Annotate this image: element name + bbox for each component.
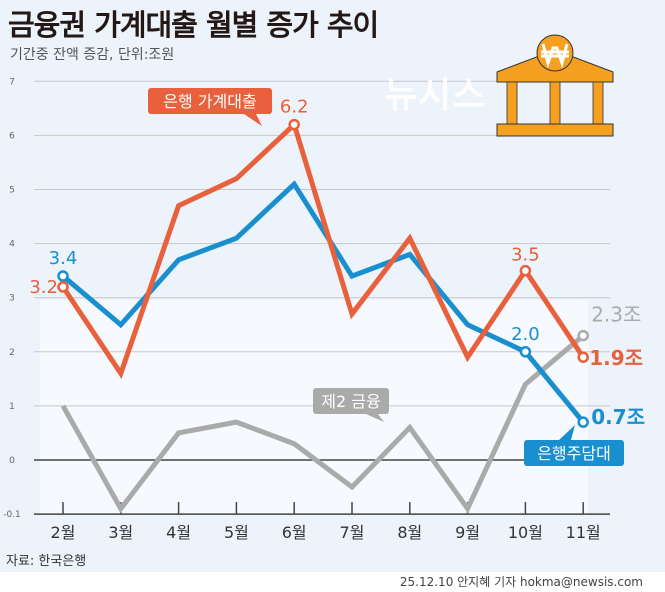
data-point [519, 346, 532, 358]
x-tick-label: 9월 [455, 523, 480, 542]
source-note: 자료: 한국은행 [6, 554, 87, 569]
x-tick-label: 7월 [340, 523, 365, 542]
callout-tail [244, 114, 262, 126]
callout-tail [559, 425, 575, 440]
x-tick-label: 3월 [108, 523, 133, 542]
series-name-label: 은행주담대 [537, 444, 611, 463]
x-tick-label: 10월 [508, 523, 543, 542]
y-tick-label: 5 [9, 186, 15, 196]
y-tick-label: 6 [9, 131, 15, 141]
data-label: 0.7조 [591, 405, 645, 429]
data-point [577, 416, 589, 428]
series-name-label: 제2 금융 [321, 392, 380, 411]
data-point [577, 329, 589, 342]
x-tick-label: 11월 [566, 523, 601, 542]
watermark: 뉴시스 [384, 75, 487, 116]
chart-title: 금융권 가계대출 월별 증가 추이 [8, 8, 379, 42]
data-point [577, 351, 589, 363]
y-tick-label: 7 [9, 77, 15, 87]
data-point [288, 118, 300, 131]
y-tick-label: 4 [9, 240, 15, 250]
credit-line: 25.12.10 안지혜 기자 hokma@newsis.com [399, 575, 643, 589]
chart-subtitle: 기간중 잔액 증감, 단위:조원 [10, 47, 175, 63]
callout-tail [366, 414, 384, 422]
y-tick-label: 0 [9, 456, 15, 466]
data-label: 3.5 [511, 245, 540, 266]
y-tick-label: 1 [9, 402, 15, 412]
x-tick-label: 8월 [397, 523, 422, 542]
bank-won-icon [496, 34, 614, 137]
x-tick-label: 6월 [282, 523, 307, 542]
y-tick-label: -0.1 [3, 510, 21, 520]
data-label: 3.2 [29, 277, 58, 298]
data-label: 3.4 [49, 248, 78, 269]
data-point [57, 270, 69, 282]
data-point [519, 264, 532, 277]
series-name-label: 은행 가계대출 [163, 92, 256, 111]
x-tick-label: 2월 [51, 523, 76, 542]
data-label: 2.3조 [591, 303, 641, 327]
data-point [57, 281, 69, 293]
y-tick-label: 2 [9, 348, 15, 358]
data-label: 6.2 [280, 97, 309, 118]
x-tick-label: 4월 [166, 523, 191, 542]
series-name-tag [313, 388, 389, 414]
x-tick-label: 5월 [224, 523, 249, 542]
y-tick-label: 3 [9, 294, 15, 304]
series-line [60, 333, 585, 514]
series-name-tag [148, 88, 272, 114]
data-label: 1.9조 [589, 346, 643, 370]
series-line [60, 120, 586, 380]
data-label: 2.0 [511, 324, 540, 345]
series-name-tag [524, 440, 624, 466]
